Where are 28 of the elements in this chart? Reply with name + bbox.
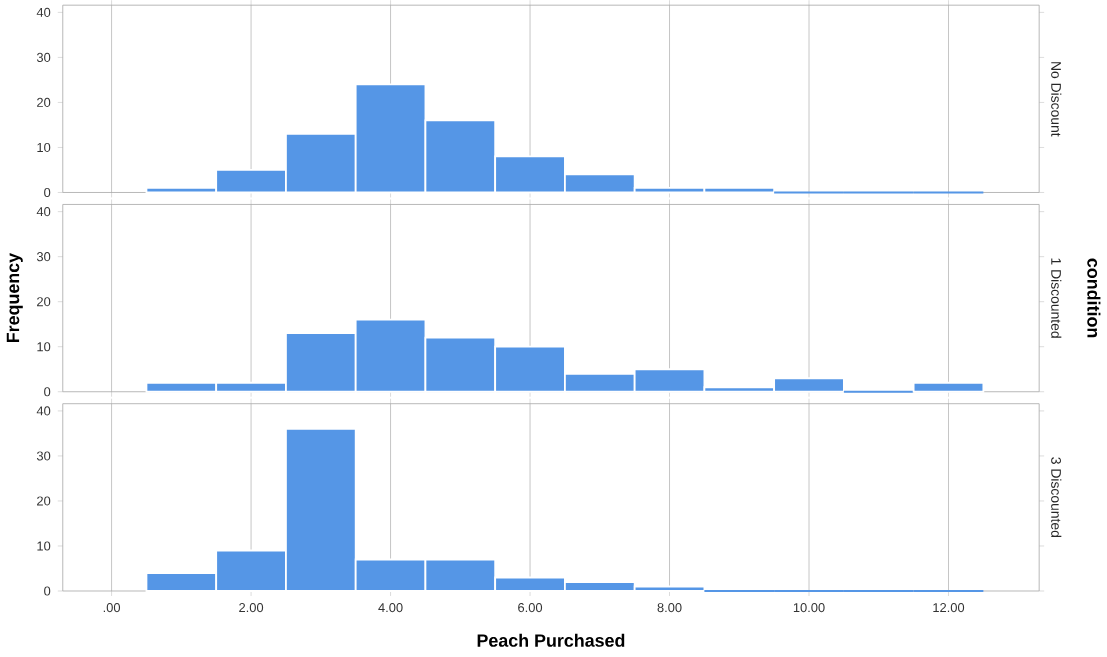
y-tick-label: 30 bbox=[36, 451, 51, 461]
x-axis-title: Peach Purchased bbox=[477, 633, 625, 647]
y-tick-label: 20 bbox=[37, 496, 51, 506]
y-tick-label: 40 bbox=[36, 406, 51, 416]
y2-axis-title: 3 Discounted bbox=[1051, 457, 1062, 538]
y2-axis-title: No Discount bbox=[1051, 62, 1062, 137]
y-axis-title: Frequency bbox=[6, 253, 23, 343]
y-tick-label: 0 bbox=[44, 387, 51, 397]
y-tick-label: 20 bbox=[37, 297, 51, 307]
y-tick-label: 30 bbox=[36, 52, 51, 63]
y-tick-label: 0 bbox=[44, 586, 51, 596]
y-tick-label: 30 bbox=[36, 252, 51, 262]
x-tick-label: .00 bbox=[103, 603, 121, 613]
y-tick-label: 10 bbox=[37, 342, 51, 352]
x-tick-label: 10.00 bbox=[793, 603, 825, 613]
x-tick-label: 4.00 bbox=[378, 603, 403, 613]
x-tick-label: 12.00 bbox=[933, 603, 965, 613]
y-tick-label: 40 bbox=[36, 7, 51, 18]
y-tick-label: 40 bbox=[36, 207, 51, 217]
x-tick-label: 8.00 bbox=[657, 603, 682, 613]
y-tick-label: 0 bbox=[44, 188, 51, 198]
x-tick-label: 2.00 bbox=[239, 603, 264, 613]
y2-axis-title: 1 Discounted bbox=[1051, 258, 1062, 338]
y-tick-label: 10 bbox=[37, 541, 51, 551]
y-tick-label: 10 bbox=[37, 143, 51, 153]
text: condition bbox=[1087, 258, 1101, 338]
x-tick-label: 6.00 bbox=[518, 603, 543, 613]
y-tick-label: 20 bbox=[37, 97, 51, 108]
